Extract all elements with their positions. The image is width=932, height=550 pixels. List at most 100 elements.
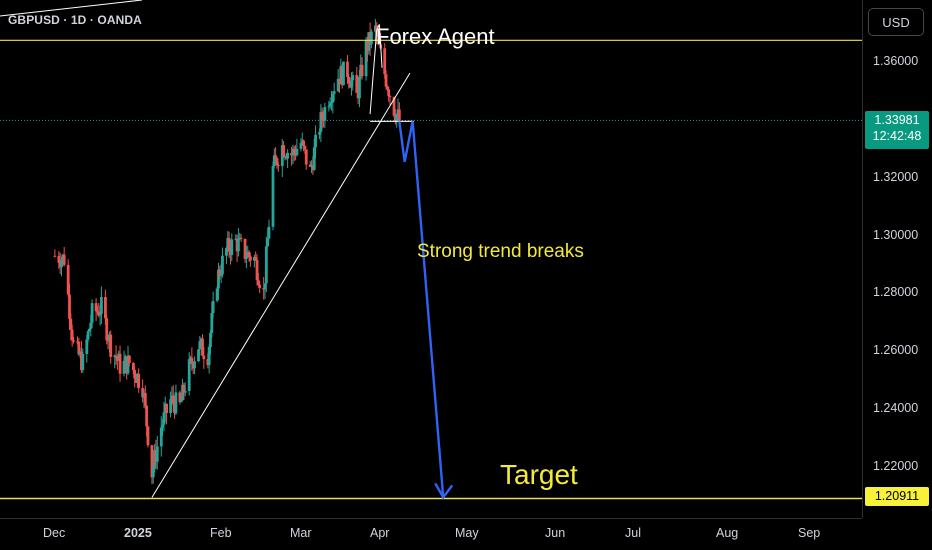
candle[interactable] <box>360 57 364 80</box>
candle[interactable] <box>271 161 275 231</box>
candle[interactable] <box>109 330 113 364</box>
candle[interactable] <box>332 82 336 102</box>
candle[interactable] <box>218 265 222 280</box>
candle[interactable] <box>137 368 141 393</box>
candle[interactable] <box>201 334 204 356</box>
candle[interactable] <box>53 249 57 258</box>
candle[interactable] <box>146 425 150 448</box>
candle[interactable] <box>314 125 317 159</box>
candle[interactable] <box>327 100 331 112</box>
top-pattern-lines[interactable] <box>369 24 383 115</box>
candle[interactable] <box>150 444 154 485</box>
candle-body <box>178 392 182 403</box>
candle[interactable] <box>370 29 373 49</box>
candle-body <box>165 404 168 414</box>
candle[interactable] <box>342 61 345 86</box>
chart-title-annotation[interactable]: Forex Agent <box>376 24 495 49</box>
candle[interactable] <box>100 286 103 324</box>
uptrend-line[interactable] <box>151 72 411 498</box>
candle[interactable] <box>355 67 359 94</box>
trend-break-annotation[interactable]: Strong trend breaks <box>417 241 584 262</box>
symbol-title[interactable]: GBPUSD · 1D · OANDA <box>8 13 142 27</box>
candle[interactable] <box>86 329 90 342</box>
candle[interactable] <box>159 416 163 457</box>
candle[interactable] <box>127 355 131 367</box>
candle[interactable] <box>207 344 211 374</box>
candle[interactable] <box>133 366 137 388</box>
candle[interactable] <box>62 246 66 267</box>
candle[interactable] <box>286 149 290 169</box>
candle[interactable] <box>320 107 324 129</box>
candle[interactable] <box>94 298 98 321</box>
candle[interactable] <box>256 273 260 287</box>
plot-area[interactable]: Forex Agent Strong trend breaks Target <box>0 0 862 518</box>
candle[interactable] <box>85 334 89 363</box>
candle[interactable] <box>70 324 74 347</box>
candle[interactable] <box>114 345 118 365</box>
candle[interactable] <box>193 356 196 375</box>
candle[interactable] <box>383 43 387 79</box>
candle[interactable] <box>331 91 335 114</box>
candle[interactable] <box>319 104 323 142</box>
candle[interactable] <box>274 147 278 159</box>
target-annotation[interactable]: Target <box>500 459 578 490</box>
candle[interactable] <box>122 350 126 377</box>
candle[interactable] <box>141 379 145 403</box>
candle[interactable] <box>254 251 258 262</box>
candle[interactable] <box>258 281 262 294</box>
candle[interactable] <box>66 259 70 297</box>
candle[interactable] <box>209 330 212 355</box>
candle[interactable] <box>263 283 267 300</box>
candle-body <box>258 285 262 289</box>
candle-body <box>395 114 399 121</box>
projection-path[interactable] <box>398 121 445 498</box>
candle[interactable] <box>323 103 327 129</box>
candle[interactable] <box>221 247 224 278</box>
candle[interactable] <box>299 138 303 152</box>
candle[interactable] <box>275 156 279 169</box>
candle-body <box>141 388 145 398</box>
candle[interactable] <box>155 435 159 470</box>
candle[interactable] <box>351 71 355 91</box>
time-tick-label: Sep <box>798 526 821 540</box>
candle[interactable] <box>291 144 295 165</box>
candle[interactable] <box>304 149 308 170</box>
candle[interactable] <box>239 233 243 242</box>
candle[interactable] <box>225 246 228 264</box>
candle[interactable] <box>197 349 200 362</box>
candle[interactable] <box>211 291 215 318</box>
candle[interactable] <box>388 94 392 106</box>
currency-button[interactable]: USD <box>868 8 924 36</box>
candle[interactable] <box>267 219 271 240</box>
candle[interactable] <box>248 253 252 267</box>
candle-body <box>143 392 147 406</box>
prior-trendline[interactable] <box>0 0 143 17</box>
candle[interactable] <box>282 141 286 158</box>
candle-body <box>295 148 299 156</box>
candle-body <box>97 311 101 316</box>
candle[interactable] <box>143 385 147 409</box>
candle[interactable] <box>230 233 234 262</box>
candle[interactable] <box>174 384 178 416</box>
candle[interactable] <box>202 347 206 369</box>
candle[interactable] <box>105 314 109 345</box>
candle-body <box>383 48 387 75</box>
candle[interactable] <box>215 286 219 303</box>
candle[interactable] <box>237 228 240 257</box>
candle[interactable] <box>384 70 388 90</box>
candle[interactable] <box>387 86 391 102</box>
candle[interactable] <box>276 162 280 172</box>
candle[interactable] <box>90 299 94 328</box>
candle[interactable] <box>217 262 220 300</box>
candle[interactable] <box>165 403 168 425</box>
candle[interactable] <box>397 102 401 123</box>
candle[interactable] <box>81 348 85 373</box>
candle[interactable] <box>295 138 299 157</box>
price-scale[interactable]: 1.360001.340001.320001.300001.280001.260… <box>862 0 932 518</box>
time-tick-label: Mar <box>290 526 312 540</box>
candle[interactable] <box>183 382 187 397</box>
candle[interactable] <box>187 352 191 396</box>
candle[interactable] <box>72 337 75 344</box>
candle[interactable] <box>118 345 122 382</box>
time-scale[interactable]: Dec 2025 Feb Mar Apr May Jun Jul Aug Sep <box>0 518 862 550</box>
